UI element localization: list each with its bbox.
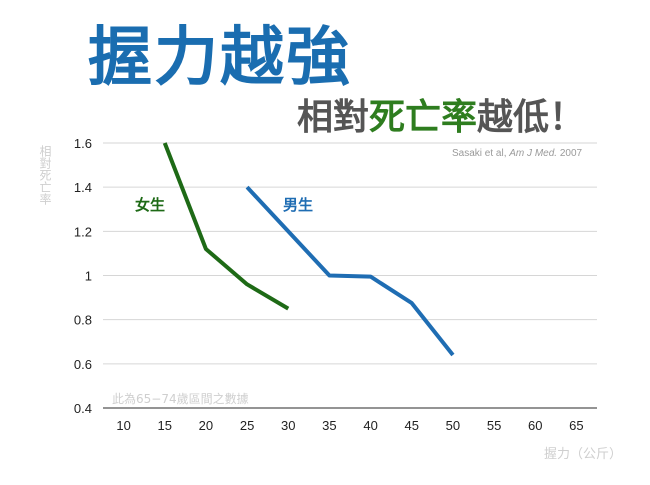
subtitle-part-1: 相對 [297,97,370,138]
x-tick-label: 20 [199,418,213,433]
citation: Sasaki et al, Am J Med. 2007 [452,148,582,159]
x-tick-label: 60 [528,418,542,433]
citation-journal: Am J Med. [509,148,558,159]
subtitle-part-2: 死亡率 [369,97,478,138]
y-tick-label: 1 [85,269,92,284]
x-tick-label: 30 [281,418,295,433]
series-line-female [162,142,290,311]
x-tick-label: 65 [569,418,583,433]
x-tick-label: 10 [116,418,130,433]
series-labels: 女生 男生 [135,196,313,214]
x-tick-label: 35 [322,418,336,433]
x-tick-label: 40 [363,418,377,433]
y-axis-label: 相對死亡率 [38,145,52,205]
series-lines [162,142,455,357]
series-label-male: 男生 [283,196,313,214]
y-tick-label: 1.4 [74,180,92,195]
y-tick-labels: 1.6 1.4 1.2 1 0.8 0.6 0.4 [74,136,92,416]
x-tick-label: 15 [158,418,172,433]
citation-authors: Sasaki et al, [452,148,510,159]
series-label-female: 女生 [135,196,165,214]
y-tick-label: 1.6 [74,136,92,151]
y-tick-label: 0.6 [74,357,92,372]
data-note: 此為65−74歲區間之數據 [112,392,249,406]
y-tick-label: 1.2 [74,224,92,239]
x-tick-label: 55 [487,418,501,433]
citation-year: 2007 [557,148,583,159]
x-tick-labels: 10 15 20 25 30 35 40 45 50 55 60 65 [116,418,583,433]
x-tick-label: 25 [240,418,254,433]
series-line-male [245,185,455,357]
subtitle: 相對死亡率越低！ [297,100,585,136]
y-tick-label: 0.4 [74,401,92,416]
page-title: 握力越強 [88,21,352,95]
x-tick-label: 45 [405,418,419,433]
x-tick-label: 50 [446,418,460,433]
x-axis-label: 握力（公斤） [544,447,623,462]
y-tick-label: 0.8 [74,313,92,328]
subtitle-part-3: 越低！ [477,97,586,138]
